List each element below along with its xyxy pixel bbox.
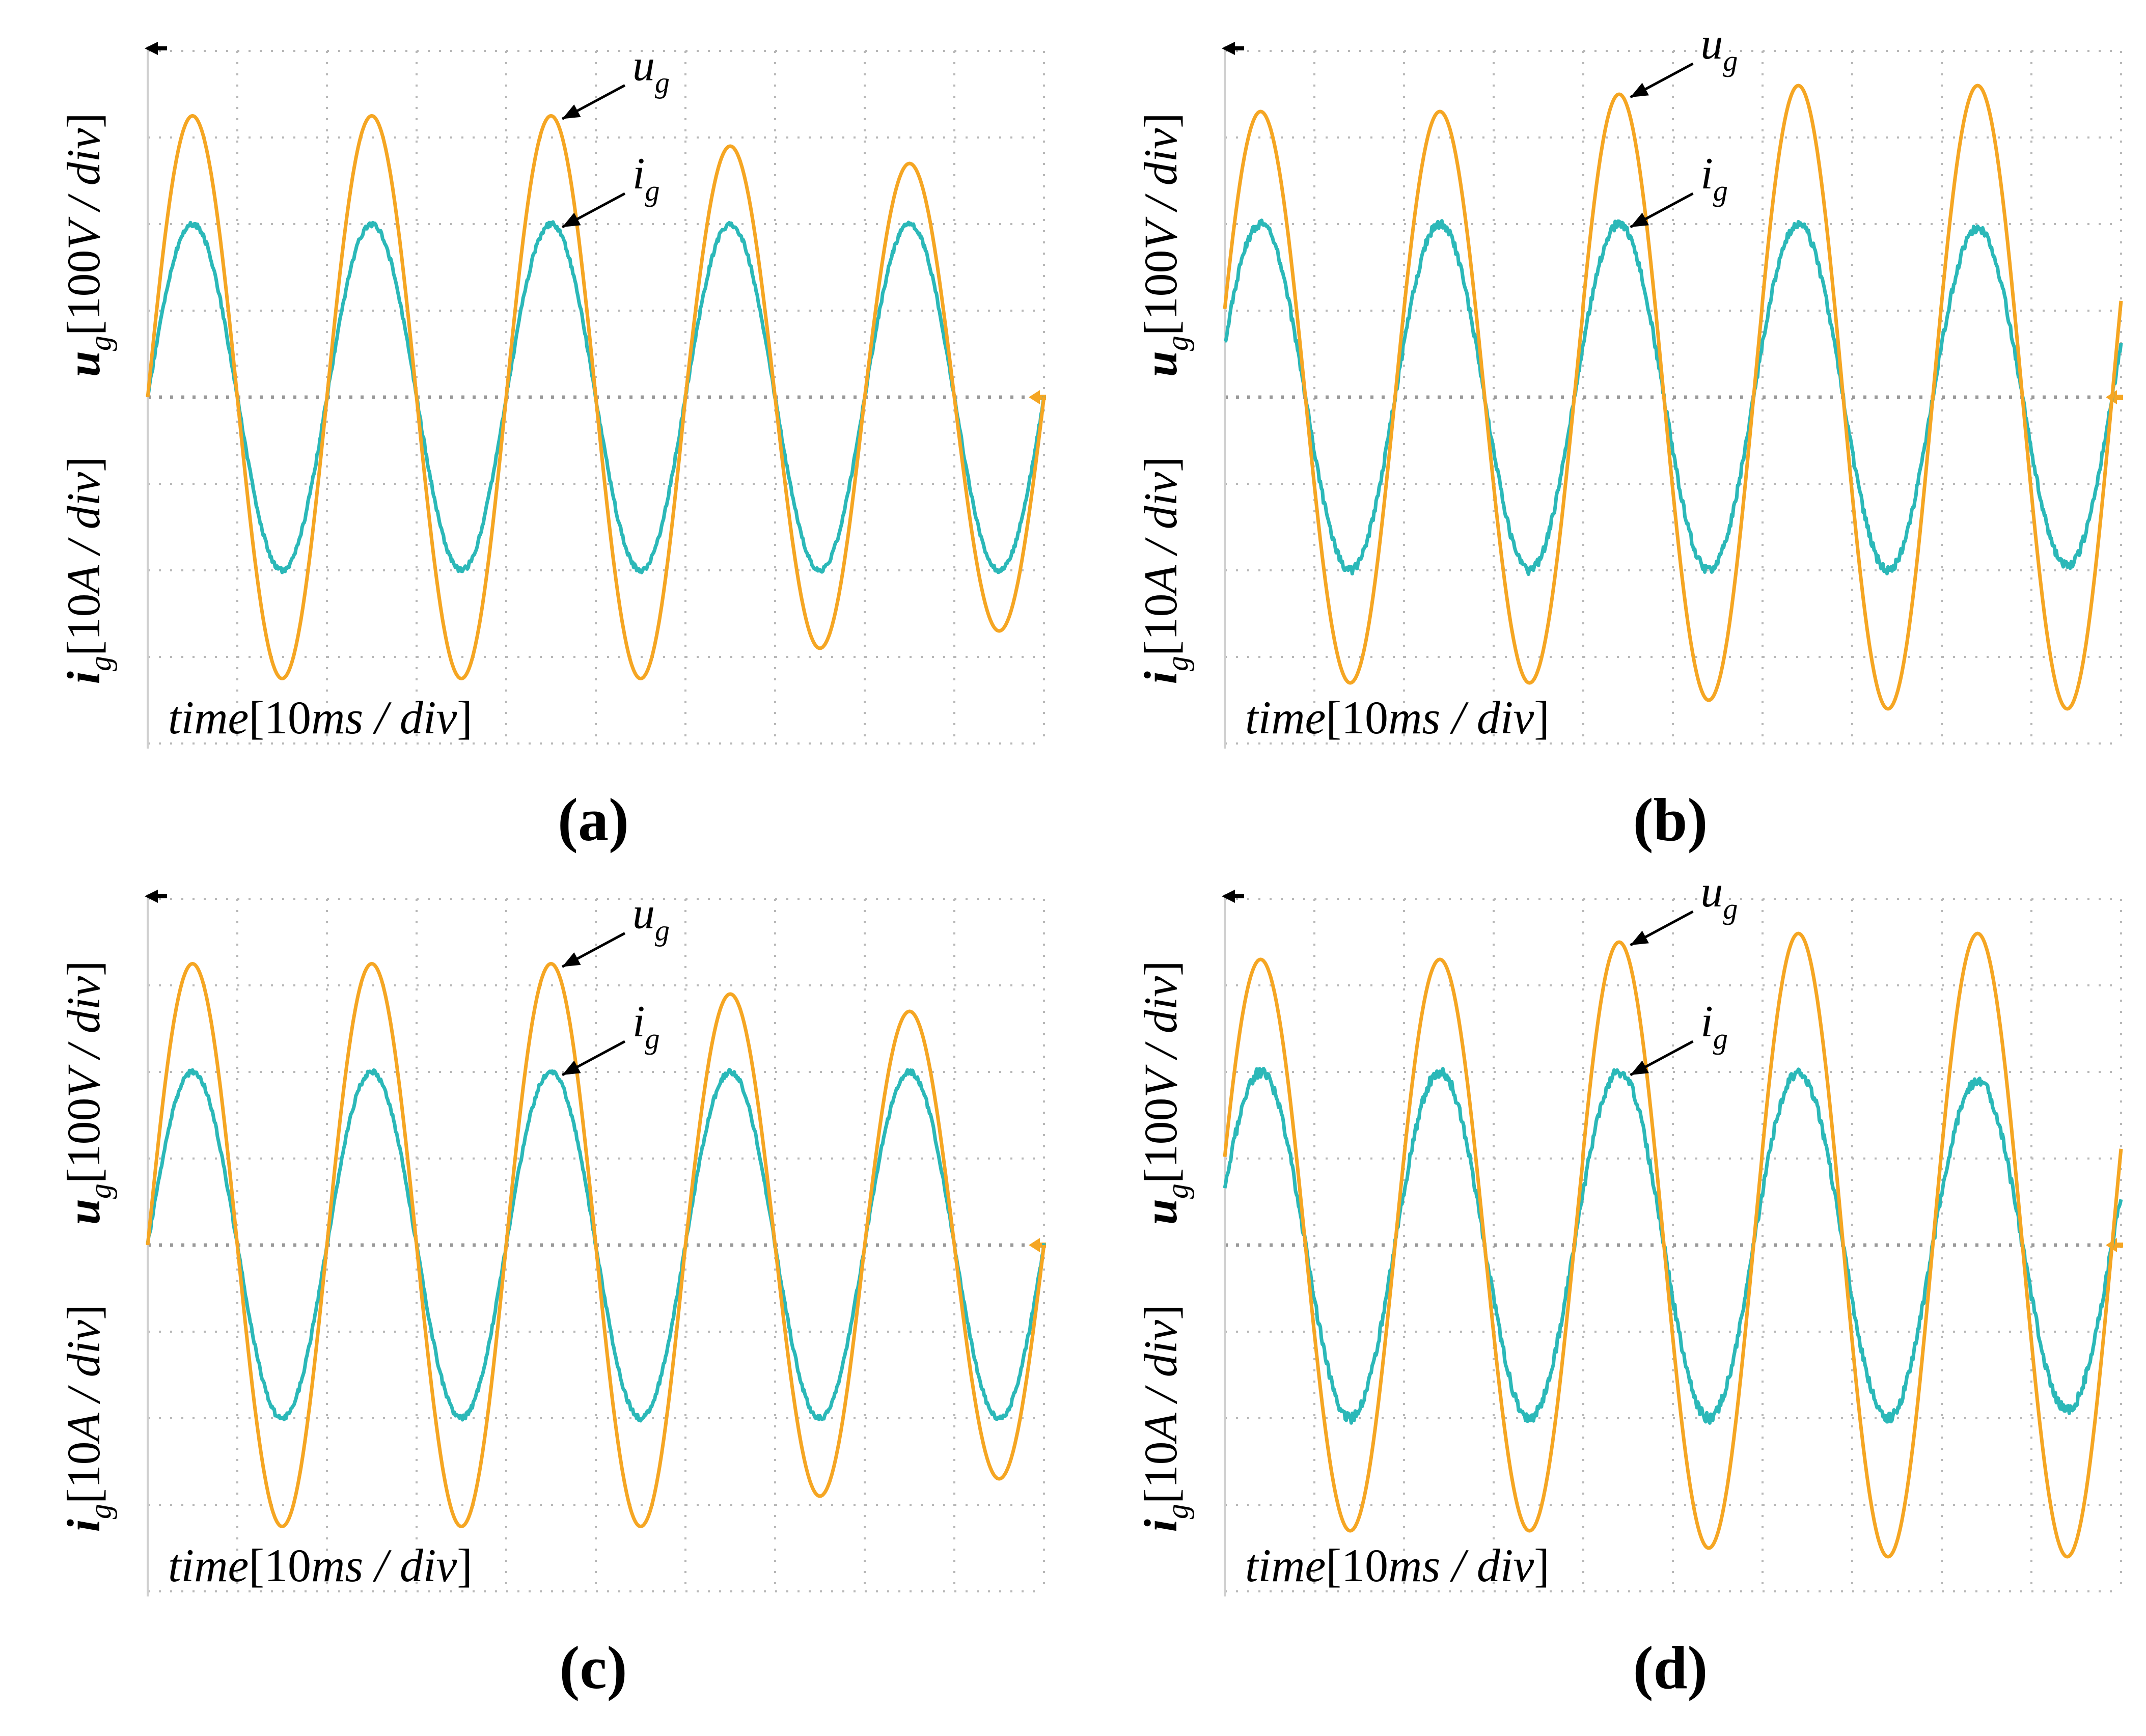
- trigger-arrow-icon: [145, 890, 167, 903]
- xlabel: time[10ms / div]: [168, 1539, 473, 1591]
- panel-caption: (d): [1633, 1634, 1708, 1701]
- annotation-label-ug: ug: [1700, 19, 1738, 77]
- annotation-label-ig: ig: [1700, 997, 1727, 1055]
- trigger-arrow-icon: [1222, 42, 1244, 55]
- scope-panel-b: ug ig ug[100V / div] ig[10A / div] time[10ms…: [1135, 19, 2123, 853]
- ylabel-voltage: ug[100V / div]: [1135, 960, 1194, 1225]
- annotation-label-ug: ug: [1700, 867, 1738, 925]
- ylabel-current: ig[10A / div]: [1135, 1304, 1194, 1532]
- trace-ug: [1223, 931, 2123, 1559]
- ylabel-current: ig[10A / div]: [1135, 456, 1194, 684]
- ylabel-voltage: ug[100V / div]: [58, 960, 117, 1225]
- ylabel-voltage: ug[100V / div]: [58, 113, 117, 377]
- annotation-arrow-ig: [561, 1040, 626, 1077]
- annotation-label-ig: ig: [632, 997, 659, 1055]
- trace-ig: [1223, 1067, 2123, 1425]
- xlabel: time[10ms / div]: [1245, 692, 1550, 743]
- annotation-arrow-ig: [561, 192, 626, 229]
- ylabel-current: ig[10A / div]: [58, 456, 117, 684]
- annotation-arrow-ug: [1630, 62, 1694, 99]
- annotation-label-ig: ig: [1700, 149, 1727, 207]
- annotation-arrow-ug: [561, 84, 626, 120]
- annotation-arrow-ug: [1630, 910, 1694, 947]
- ground-marker-icon: [2106, 390, 2123, 404]
- panel-caption: (b): [1633, 786, 1708, 853]
- annotation-arrow-ig: [1630, 192, 1694, 229]
- trace-ug: [146, 962, 1046, 1528]
- ground-marker-icon: [2106, 1238, 2123, 1252]
- trace-ig: [1223, 218, 2123, 576]
- ylabel-current: ig[10A / div]: [58, 1304, 117, 1532]
- trace-ug: [146, 114, 1046, 680]
- trigger-arrow-icon: [1222, 890, 1244, 903]
- scope-panel-d: ug ig ug[100V / div] ig[10A / div] time[10ms…: [1135, 867, 2123, 1701]
- scope-panel-a: ug ig ug[100V / div] ig[10A / div] time[10ms…: [58, 41, 1046, 853]
- xlabel: time[10ms / div]: [168, 692, 473, 743]
- panel-caption: (a): [558, 786, 629, 853]
- panel-caption: (c): [559, 1634, 627, 1701]
- ground-marker-icon: [1029, 1238, 1046, 1252]
- trigger-arrow-icon: [145, 42, 167, 55]
- annotation-label-ug: ug: [632, 41, 670, 99]
- annotation-arrow-ig: [1630, 1040, 1694, 1077]
- ground-marker-icon: [1029, 390, 1046, 404]
- ylabel-voltage: ug[100V / div]: [1135, 113, 1194, 377]
- annotation-label-ig: ig: [632, 149, 659, 207]
- trace-ug: [1223, 84, 2123, 711]
- annotation-label-ug: ug: [632, 889, 670, 947]
- annotation-arrow-ug: [561, 932, 626, 968]
- scope-panel-c: ug ig ug[100V / div] ig[10A / div] time[10ms…: [58, 889, 1046, 1701]
- xlabel: time[10ms / div]: [1245, 1539, 1550, 1591]
